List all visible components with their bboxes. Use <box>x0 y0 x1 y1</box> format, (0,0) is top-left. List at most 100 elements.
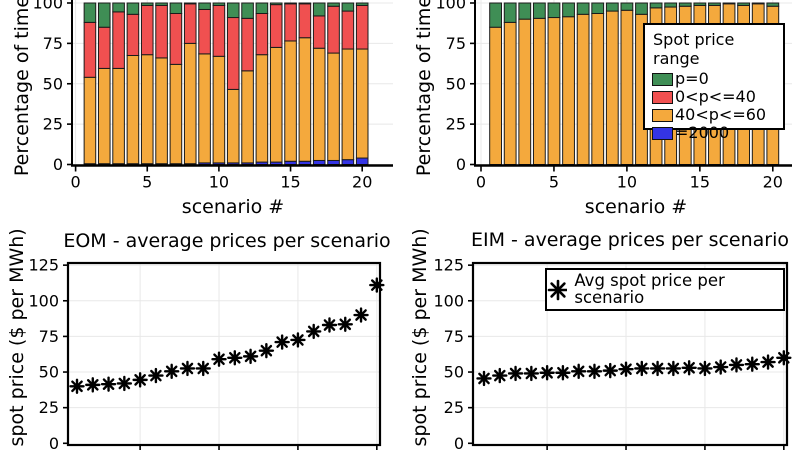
scatter-point <box>492 367 508 384</box>
y-tick-label: 125 <box>433 256 464 275</box>
bar-segment <box>649 2 663 9</box>
bar-segment <box>341 48 355 161</box>
bar-segment <box>126 54 140 165</box>
scatter-point <box>539 365 555 381</box>
scatter-point <box>649 360 666 377</box>
bar-segment <box>241 2 254 19</box>
bar-segment <box>562 2 575 18</box>
scatter-point <box>728 357 745 373</box>
bar-segment <box>83 76 97 165</box>
star-marker-icon <box>547 279 568 300</box>
scatter-point <box>353 307 369 323</box>
y-tick-label: 75 <box>446 34 466 53</box>
legend-label: 40<p<=60 <box>675 105 767 124</box>
scatter-point <box>195 360 211 377</box>
scatter-point <box>697 360 713 377</box>
bar-segment <box>532 17 546 166</box>
bar-segment <box>722 2 736 5</box>
bar-segment <box>605 10 619 166</box>
bar-segment <box>355 4 369 50</box>
bar-segment <box>298 2 312 5</box>
bar-segment <box>183 2 197 5</box>
bar-segment <box>312 2 326 17</box>
y-tick-label: 25 <box>444 398 464 417</box>
scatter-point <box>713 359 729 375</box>
scatter-point <box>179 360 196 377</box>
scatter-point <box>586 363 603 380</box>
bar-segment <box>489 2 502 28</box>
scatter-point <box>69 378 85 394</box>
y-tick-label: 50 <box>39 363 59 382</box>
scatter-point <box>634 360 650 377</box>
y-tick-label: 25 <box>43 115 63 134</box>
bar-segment <box>255 2 269 14</box>
bar-segment <box>547 17 561 165</box>
scatter-point <box>258 342 275 359</box>
scatter-point <box>665 360 682 377</box>
y-tick-label: 25 <box>39 398 59 417</box>
bar-segment <box>140 54 154 165</box>
scatter-point <box>227 350 243 366</box>
legend-row-cap: =2000 <box>652 124 775 142</box>
x-tick-label: 0 <box>71 173 81 192</box>
bar-segment <box>591 12 605 166</box>
y-tick-label: 75 <box>43 34 63 53</box>
bar-segment <box>284 2 297 5</box>
scatter-point <box>274 334 290 350</box>
bar-segment <box>327 2 340 7</box>
bar-segment <box>355 48 369 159</box>
bar-segment <box>255 54 269 163</box>
legend-label: p=0 <box>675 69 709 88</box>
bar-segment <box>708 2 721 6</box>
scatter-point <box>523 365 540 382</box>
bar-segment <box>212 2 226 6</box>
bar-segment <box>355 2 369 6</box>
eom-bars-y-axis-label: Percentage of time <box>11 0 33 177</box>
bar-segment <box>284 3 297 42</box>
scatter-point <box>744 356 760 372</box>
bar-segment <box>97 26 111 69</box>
eom-scatter-y-axis-label: Avg spot price ($ per MWh) <box>6 228 28 450</box>
scatter-point <box>290 332 306 348</box>
y-tick-label: 100 <box>32 0 63 13</box>
x-tick-label: 15 <box>690 173 710 192</box>
eom-bars-x-axis-label: scenario # <box>181 196 285 218</box>
bar-segment <box>169 63 183 165</box>
x-tick-label: 0 <box>476 173 486 192</box>
bar-segment <box>97 67 111 165</box>
scatter-point <box>681 360 697 376</box>
bar-segment <box>198 8 211 55</box>
scatter-point <box>760 354 776 370</box>
y-tick-label: 75 <box>39 327 59 346</box>
bar-segment <box>284 40 297 162</box>
bar-segment <box>126 2 140 15</box>
bar-segment <box>591 2 605 14</box>
bar-segment <box>664 2 678 8</box>
bar-segment <box>489 26 502 165</box>
bar-segment <box>298 3 312 39</box>
scatter-point <box>132 372 148 388</box>
x-tick-label: 20 <box>352 173 372 192</box>
scatter-point <box>570 363 587 380</box>
y-tick-label: 50 <box>444 363 464 382</box>
bar-segment <box>327 5 340 54</box>
bar-segment <box>678 2 692 7</box>
y-tick-label: 125 <box>28 256 59 275</box>
bar-segment <box>198 53 211 164</box>
bar-segment <box>312 47 326 161</box>
y-tick-label: 100 <box>435 0 466 13</box>
bar-segment <box>255 12 269 56</box>
bar-segment <box>97 2 111 28</box>
x-tick-label: 5 <box>142 173 152 192</box>
bar-segment <box>83 21 97 78</box>
blue-swatch-icon <box>652 126 673 140</box>
bar-segment <box>620 9 634 165</box>
x-tick-label: 10 <box>209 173 229 192</box>
x-tick-label: 5 <box>549 173 559 192</box>
bar-segment <box>341 2 355 12</box>
y-tick-label: 100 <box>28 291 59 310</box>
x-tick-label: 10 <box>617 173 637 192</box>
orange-swatch-icon <box>652 108 673 122</box>
bar-segment <box>547 2 561 19</box>
bar-segment <box>155 57 168 165</box>
